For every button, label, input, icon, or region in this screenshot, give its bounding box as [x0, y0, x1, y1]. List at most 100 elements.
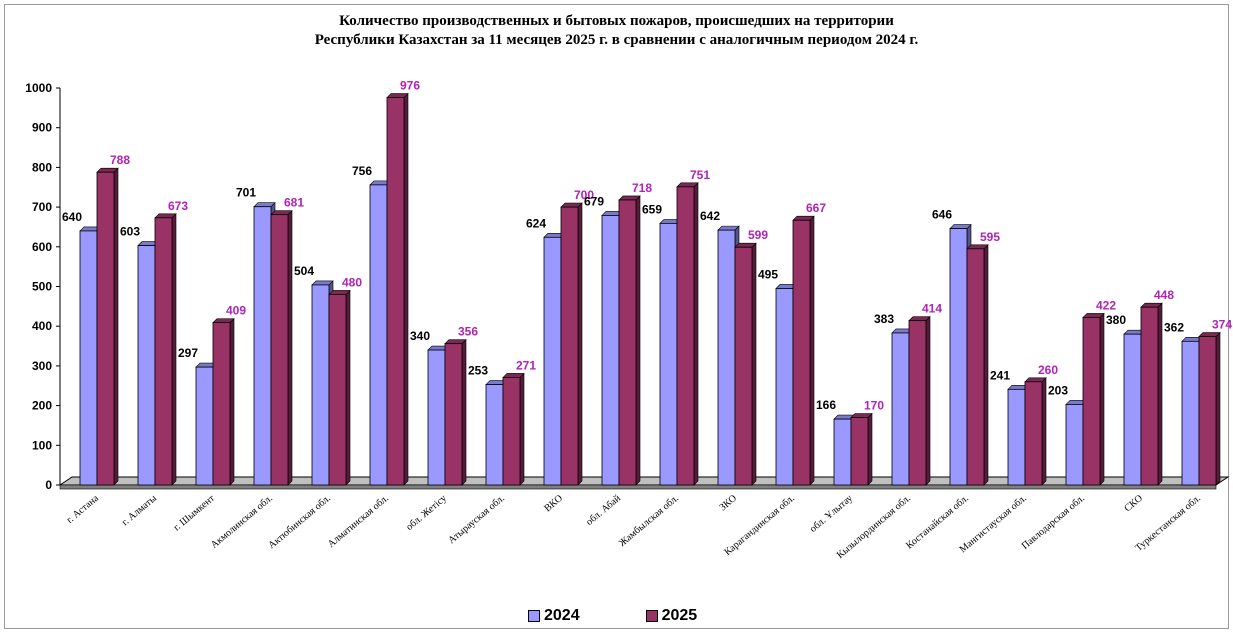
bar-2025-г-алматы [154, 213, 177, 486]
data-label-2024-акмолинская-обл: 701 [236, 186, 256, 200]
data-label-2025-жамбылская-обл: 751 [690, 168, 710, 182]
x-tick-label-атырауская-обл: Атырауская обл. [446, 493, 507, 546]
data-label-2024-туркестанская-обл: 362 [1164, 320, 1184, 334]
data-label-2025-актюбинская-обл: 480 [342, 275, 362, 289]
bar-2025-вко [560, 202, 583, 486]
x-tick-label-обл-абай: обл. Абай [584, 492, 623, 527]
chart-title-line-1: Количество производственных и бытовых по… [339, 13, 894, 29]
x-tick-label-г-астана: г. Астана [65, 493, 102, 526]
data-label-2025-г-алматы: 673 [168, 199, 188, 213]
x-tick-label-актюбинская-обл: Актюбинская обл. [266, 493, 333, 551]
x-tick-label-ско: СКО [1122, 493, 1145, 514]
bar-2025-туркестанская-обл [1198, 331, 1221, 486]
data-label-2024-мангистауская-обл: 241 [990, 368, 1010, 382]
data-label-2025-павлодарская-обл: 422 [1096, 298, 1116, 312]
x-tick-label-алматинская-обл: Алматинская обл. [326, 493, 391, 550]
bar-2025-костанайская-обл [966, 244, 989, 486]
x-tick-label-павлодарская-обл: Павлодарская обл. [1020, 493, 1087, 552]
bar-2025-обл-абай [618, 195, 641, 486]
legend-item-2024: 2024 [528, 607, 580, 625]
data-label-2024-карагандинская-обл: 495 [758, 267, 778, 281]
bar-2025-г-шымкент [212, 317, 235, 486]
data-label-2024-алматинская-обл: 756 [352, 164, 372, 178]
legend: 2024 2025 [528, 606, 763, 626]
y-tick-label-200: 200 [32, 399, 52, 413]
y-tick-label-300: 300 [32, 359, 52, 373]
data-label-2024-актюбинская-обл: 504 [294, 264, 314, 278]
x-tick-label-обл-жетісу: обл. Жетісу [404, 493, 449, 533]
bar-2025-актюбинская-обл [328, 289, 351, 486]
data-label-2025-г-шымкент: 409 [226, 304, 246, 318]
data-label-2024-обл-ұлытау: 166 [816, 398, 836, 412]
data-label-2024-обл-абай: 679 [584, 194, 604, 208]
bar-2025-акмолинская-обл [270, 209, 293, 486]
x-tick-label-г-шымкент: г. Шымкент [172, 492, 218, 533]
legend-swatch-2024 [528, 610, 540, 622]
data-label-2024-кызылординская-обл: 383 [874, 312, 894, 326]
legend-item-2025: 2025 [645, 607, 698, 625]
data-label-2025-кызылординская-обл: 414 [922, 302, 942, 316]
bar-2025-жамбылская-обл [676, 182, 699, 486]
chart-frame [4, 4, 1229, 629]
legend-label-2024: 2024 [544, 607, 580, 624]
y-tick-label-900: 900 [32, 121, 52, 135]
x-tick-label-г-алматы: г. Алматы [120, 493, 159, 528]
y-tick-label-400: 400 [32, 319, 52, 333]
data-label-2025-зко: 599 [748, 228, 768, 242]
chart-title-line-2: Республики Казахстан за 11 месяцев 2025 … [314, 32, 919, 48]
bar-2025-обл-жетісу [444, 338, 467, 486]
bar-2025-зко [734, 242, 757, 486]
x-tick-label-обл-ұлытау: обл. Ұлытау [808, 493, 855, 535]
bar-2025-алматинская-обл [386, 92, 409, 486]
bar-2025-мангистауская-обл [1024, 377, 1047, 486]
data-label-2025-обл-жетісу: 356 [458, 325, 478, 339]
bar-2025-кызылординская-обл [908, 315, 931, 486]
data-label-2025-атырауская-обл: 271 [516, 358, 536, 372]
bar-2025-павлодарская-обл [1082, 312, 1105, 486]
data-label-2025-карагандинская-обл: 667 [806, 201, 826, 215]
chart-floor-edge [59, 484, 1217, 490]
data-label-2025-акмолинская-обл: 681 [284, 196, 304, 210]
data-label-2024-атырауская-обл: 253 [468, 364, 488, 378]
x-tick-label-акмолинская-обл: Акмолинская обл. [209, 493, 275, 551]
y-tick-label-800: 800 [32, 160, 52, 174]
bar-2025-карагандинская-обл [792, 215, 815, 486]
data-label-2025-ско: 448 [1154, 288, 1174, 302]
x-tick-label-вко: ВКО [542, 493, 565, 514]
data-label-2025-обл-ұлытау: 170 [864, 399, 884, 413]
y-tick-label-600: 600 [32, 240, 52, 254]
data-label-2024-павлодарская-обл: 203 [1048, 383, 1068, 397]
bar-2025-г-астана [96, 167, 119, 486]
data-label-2024-костанайская-обл: 646 [932, 208, 952, 222]
data-label-2024-г-астана: 640 [62, 210, 82, 224]
data-label-2025-мангистауская-обл: 260 [1038, 363, 1058, 377]
data-label-2024-г-шымкент: 297 [178, 346, 198, 360]
data-label-2024-ско: 380 [1106, 313, 1126, 327]
x-tick-label-костанайская-обл: Костанайская обл. [904, 493, 971, 552]
y-tick-label-500: 500 [32, 280, 52, 294]
data-label-2024-вко: 624 [526, 216, 546, 230]
data-label-2025-костанайская-обл: 595 [980, 230, 1000, 244]
legend-label-2025: 2025 [661, 607, 698, 624]
y-tick-label-0: 0 [45, 478, 52, 492]
data-label-2024-обл-жетісу: 340 [410, 329, 430, 343]
data-label-2024-г-алматы: 603 [120, 225, 140, 239]
data-label-2025-туркестанская-обл: 374 [1212, 318, 1232, 332]
bar-2025-атырауская-обл [502, 372, 525, 486]
data-label-2025-вко: 700 [574, 188, 594, 202]
x-tick-label-зко: ЗКО [718, 493, 739, 513]
bar-2025-обл-ұлытау [850, 412, 873, 486]
chart-title: Количество производственных и бытовых по… [0, 12, 1233, 50]
bar-2025-ско [1140, 302, 1163, 486]
y-tick-label-100: 100 [32, 438, 52, 452]
data-label-2025-обл-абай: 718 [632, 181, 652, 195]
chart-floor [58, 476, 1230, 486]
legend-swatch-2025 [645, 610, 658, 622]
data-label-2025-г-астана: 788 [110, 153, 130, 167]
y-tick-label-700: 700 [32, 200, 52, 214]
x-tick-label-жамбылская-обл: Жамбылская обл. [617, 493, 681, 549]
data-label-2025-алматинская-обл: 976 [400, 79, 420, 93]
y-tick-label-1000: 1000 [25, 81, 52, 95]
data-label-2024-жамбылская-обл: 659 [642, 202, 662, 216]
